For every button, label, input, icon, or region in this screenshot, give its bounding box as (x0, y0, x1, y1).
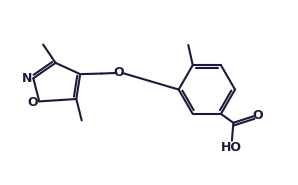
Text: N: N (22, 72, 32, 85)
Text: O: O (114, 66, 124, 79)
Text: O: O (27, 96, 38, 109)
Text: O: O (252, 109, 263, 122)
Text: HO: HO (221, 141, 242, 154)
